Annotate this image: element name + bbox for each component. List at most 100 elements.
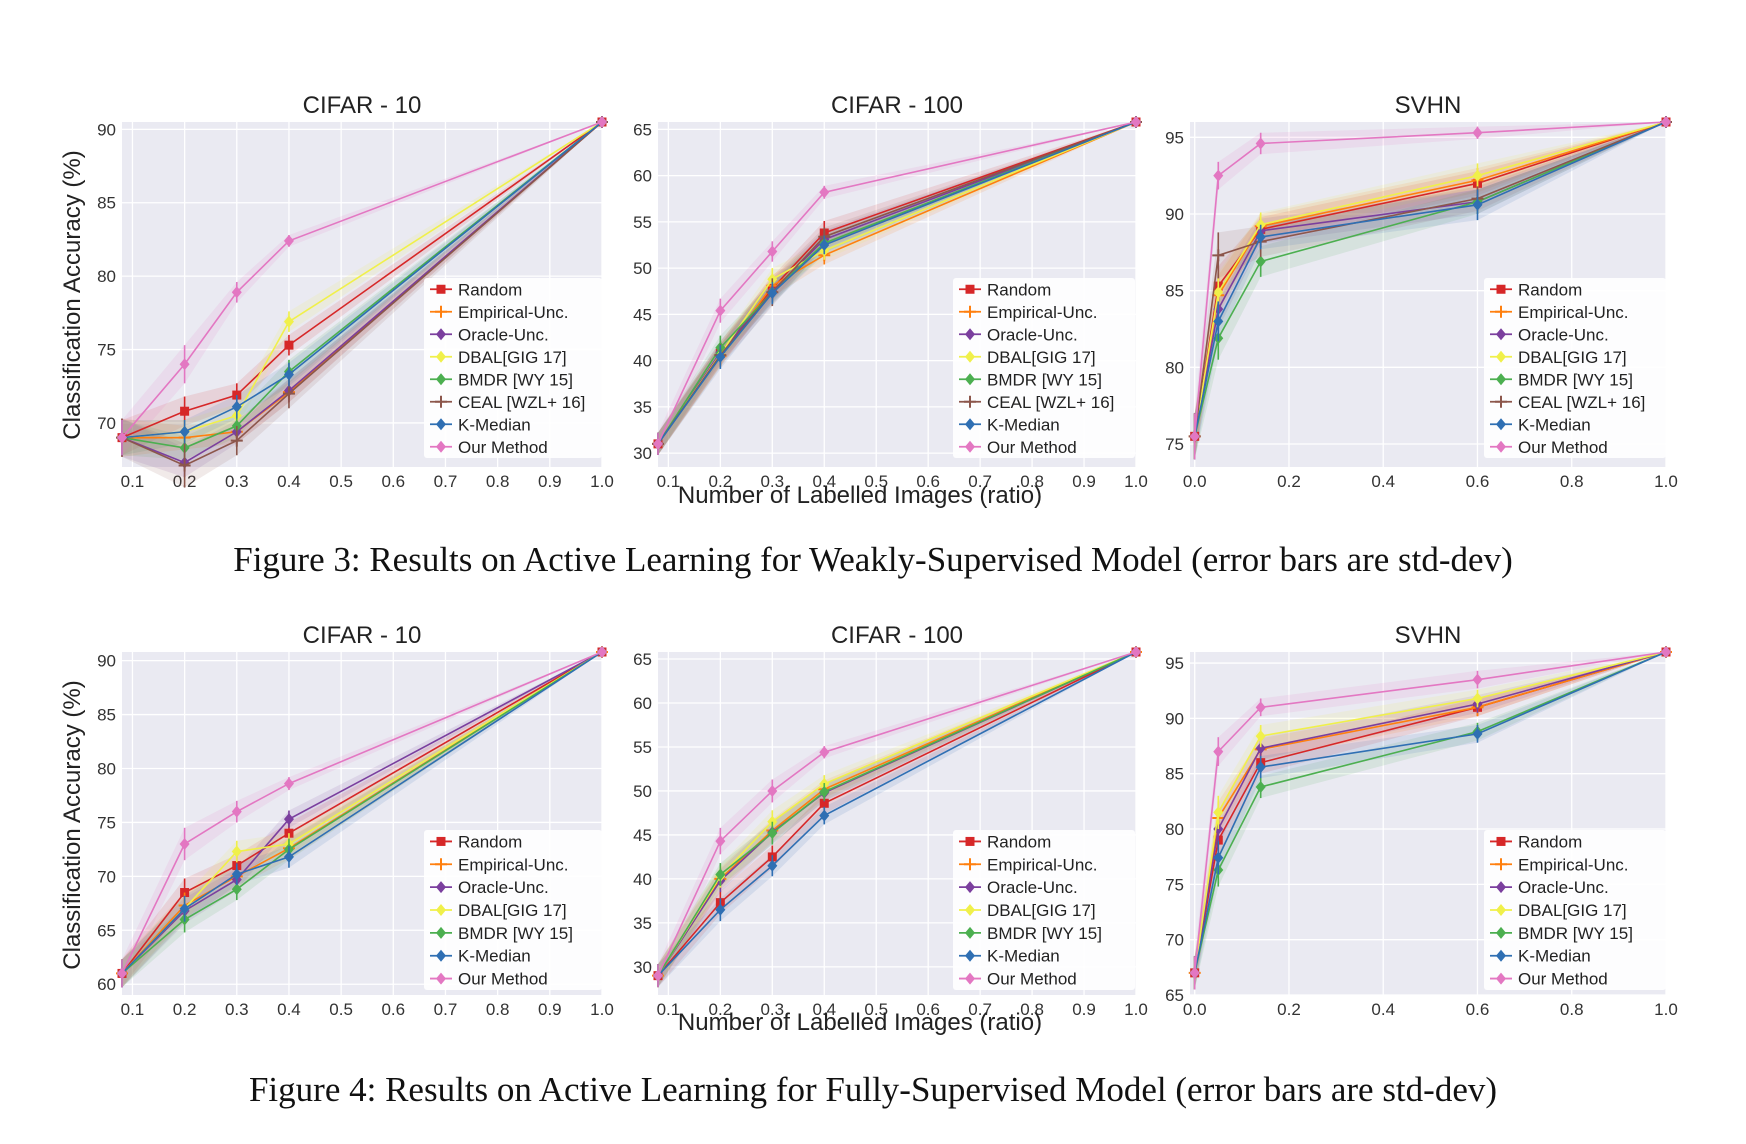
legend-marker-oracle-unc — [965, 881, 975, 894]
legend-marker-bmdr-wy-15 — [1496, 926, 1506, 939]
legend-marker-bmdr-wy-15 — [436, 926, 446, 939]
legend-marker-our-method — [436, 972, 446, 985]
x-axis-label: Number of Labelled Images (ratio) — [678, 1009, 1042, 1036]
legend-marker-ceal-wzl-16 — [435, 395, 447, 408]
y-tick-label: 85 — [97, 194, 116, 213]
x-tick-label: 0.1 — [121, 1000, 145, 1019]
data-point-our-method — [1661, 646, 1671, 658]
legend-entry-empirical-unc: Empirical-Unc. — [1518, 303, 1629, 322]
data-point-our-method — [1255, 137, 1266, 150]
legend-entry-k-median: K-Median — [987, 947, 1060, 966]
legend-entry-empirical-unc: Empirical-Unc. — [1518, 855, 1629, 874]
x-tick-label: 0.4 — [1371, 472, 1395, 491]
figure-4-caption: Figure 4: Results on Active Learning for… — [248, 1070, 1498, 1109]
y-tick-label: 65 — [633, 120, 652, 139]
data-point-k-median — [1472, 727, 1483, 740]
x-tick-label: 0.5 — [864, 472, 888, 491]
x-tick-label: 0.6 — [1466, 1000, 1490, 1019]
chart-panel-3: 0.0 0.2 0.4 0.6 0.8 1.0 75 80 85 90 95 SVHN Random Em… — [1165, 92, 1678, 491]
x-tick-label: 0.6 — [381, 472, 405, 491]
legend-marker-our-method — [965, 972, 975, 985]
series-group — [652, 646, 1142, 988]
data-point-ceal-wzl-16 — [1212, 249, 1225, 262]
y-tick-label: 65 — [97, 921, 116, 940]
y-tick-label: 60 — [633, 694, 652, 713]
legend-entry-random: Random — [458, 832, 522, 851]
data-point-our-method — [597, 116, 607, 128]
legend-entry-oracle-unc: Oracle-Unc. — [987, 325, 1078, 344]
legend-marker-dbal-gig-17 — [436, 350, 446, 363]
data-point-k-median — [231, 868, 242, 881]
legend-entry-our-method: Our Method — [987, 970, 1077, 989]
data-point-dbal-gig-17 — [1472, 692, 1483, 705]
chart-panel-4: 0.1 0.2 0.3 0.4 0.5 0.6 0.7 0.8 0.9 1.0 60 65 70 75 80… — [97, 622, 614, 1019]
figure-3-caption: Figure 3: Results on Active Learning for… — [233, 540, 1513, 579]
chart-panel-6: 0.0 0.2 0.4 0.6 0.8 1.0 65 70 75 80 85 90 95 SVHN Rand… — [1165, 622, 1678, 1019]
x-tick-label: 1.0 — [1124, 1000, 1148, 1019]
legend-marker-bmdr-wy-15 — [436, 373, 446, 386]
legend-entry-oracle-unc: Oracle-Unc. — [1518, 878, 1609, 897]
legend-entry-our-method: Our Method — [1518, 438, 1608, 457]
data-point-our-method — [231, 805, 242, 818]
legend-entry-bmdr-wy-15: BMDR [WY 15] — [987, 924, 1102, 943]
legend: Random Empirical-Unc. Oracle-Unc. DBAL[GIG … — [1484, 278, 1666, 458]
series-group — [116, 116, 608, 488]
legend-entry-our-method: Our Method — [987, 438, 1077, 457]
data-point-bmdr-wy-15 — [1255, 780, 1266, 793]
data-point-our-method — [231, 286, 242, 299]
data-point-our-method — [767, 784, 778, 797]
x-tick-label: 0.6 — [1466, 472, 1490, 491]
y-tick-label: 75 — [97, 341, 116, 360]
data-point-bmdr-wy-15 — [819, 785, 830, 798]
data-point-k-median — [1255, 761, 1266, 774]
x-tick-label: 0.8 — [486, 1000, 510, 1019]
legend-marker-k-median — [965, 418, 975, 431]
data-point-bmdr-wy-15 — [1255, 255, 1266, 268]
chart-title: SVHN — [1395, 92, 1462, 119]
data-point-ceal-wzl-16 — [178, 459, 191, 472]
data-point-bmdr-wy-15 — [767, 827, 778, 840]
legend-marker-ceal-wzl-16 — [1495, 395, 1507, 408]
legend-marker-k-median — [965, 949, 975, 962]
data-point-our-method — [1661, 116, 1671, 128]
data-point-oracle-unc — [1255, 742, 1266, 755]
std-band-our-method — [658, 652, 1136, 988]
std-band-random — [1194, 122, 1666, 460]
x-tick-label: 0.0 — [1183, 1000, 1207, 1019]
legend-box — [424, 830, 602, 990]
legend-marker-empirical-unc — [964, 858, 976, 871]
data-point-our-method — [117, 431, 127, 444]
std-band-random — [122, 122, 602, 456]
x-tick-label: 0.3 — [760, 1000, 784, 1019]
data-point-k-median — [715, 350, 726, 363]
x-tick-label: 0.4 — [1371, 1000, 1395, 1019]
series-group — [116, 646, 608, 988]
data-point-k-median — [767, 287, 778, 300]
legend-marker-empirical-unc — [964, 305, 976, 318]
legend-entry-k-median: K-Median — [1518, 947, 1591, 966]
data-point-our-method — [179, 358, 190, 371]
legend-marker-bmdr-wy-15 — [965, 926, 975, 939]
x-tick-label: 1.0 — [590, 1000, 614, 1019]
data-point-k-median — [231, 400, 242, 413]
data-point-random — [819, 798, 829, 808]
legend-marker-random — [1496, 836, 1506, 846]
data-point-k-median — [1255, 231, 1266, 243]
chart-title: SVHN — [1395, 622, 1462, 649]
legend-marker-empirical-unc — [435, 305, 447, 318]
legend-entry-oracle-unc: Oracle-Unc. — [458, 878, 549, 897]
legend-entry-bmdr-wy-15: BMDR [WY 15] — [458, 924, 573, 943]
y-tick-label: 50 — [633, 782, 652, 801]
legend-entry-dbal-gig-17: DBAL[GIG 17] — [987, 348, 1096, 367]
x-tick-label: 1.0 — [1654, 1000, 1678, 1019]
legend-entry-random: Random — [987, 832, 1051, 851]
legend-marker-dbal-gig-17 — [1496, 350, 1506, 363]
legend-entry-dbal-gig-17: DBAL[GIG 17] — [458, 901, 567, 920]
data-point-oracle-unc — [283, 813, 294, 826]
legend-entry-dbal-gig-17: DBAL[GIG 17] — [987, 901, 1096, 920]
y-tick-label: 35 — [633, 398, 652, 417]
legend-marker-oracle-unc — [965, 328, 975, 341]
data-point-bmdr-wy-15 — [715, 868, 726, 881]
legend-marker-our-method — [1496, 440, 1506, 453]
legend-marker-oracle-unc — [1496, 328, 1506, 341]
